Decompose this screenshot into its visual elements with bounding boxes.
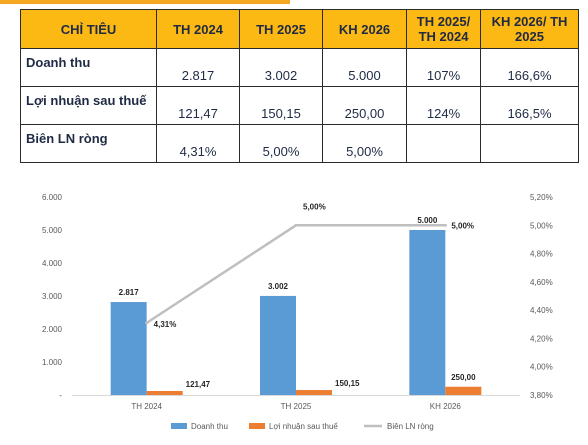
header-th-2024: TH 2024	[156, 9, 240, 49]
kpi-table: CHỈ TIÊU TH 2024 TH 2025 KH 2026 TH 2025…	[20, 9, 579, 163]
table-cell: 5,00%	[322, 124, 407, 163]
line-point-bien-ln-rong	[145, 321, 149, 325]
data-label-loi-nhuan: 150,15	[335, 379, 360, 388]
header-indicator: CHỈ TIÊU	[20, 9, 157, 49]
data-label-doanh-thu: 3.002	[268, 282, 289, 291]
x-tick-label: KH 2026	[430, 402, 462, 411]
legend-swatch	[171, 423, 187, 429]
data-label-loi-nhuan: 121,47	[186, 380, 211, 389]
combo-chart: - 1.000 2.000 3.000 4.000 5.000 6.000 3,80% 4,00…	[42, 193, 553, 431]
x-tick-label: TH 2024	[131, 402, 162, 411]
y2-tick-label: 4,80%	[530, 250, 553, 259]
data-label-doanh-thu: 2.817	[119, 288, 140, 297]
table-cell: 3.002	[239, 48, 323, 87]
data-label-loi-nhuan: 250,00	[451, 373, 476, 382]
y-tick-label: 2.000	[42, 325, 63, 334]
row-label: Doanh thu	[20, 48, 157, 87]
table-cell: 107%	[406, 48, 481, 87]
y2-tick-label: 4,20%	[530, 334, 553, 343]
y2-tick-label: 4,60%	[530, 278, 553, 287]
x-tick-label: TH 2025	[281, 402, 312, 411]
header-kh-2026: KH 2026	[322, 9, 407, 49]
y2-tick-label: 5,20%	[530, 193, 553, 202]
data-label-bien-ln-rong: 5,00%	[451, 221, 474, 230]
bar-doanh-thu	[260, 295, 296, 395]
y-tick-label: 5.000	[42, 226, 63, 235]
table-row: Biên LN ròng 4,31% 5,00% 5,00%	[20, 124, 579, 163]
table-row: Lợi nhuận sau thuế 121,47 150,15 250,00 …	[20, 86, 579, 125]
table-cell: 121,47	[156, 86, 240, 125]
accent-line	[0, 0, 290, 4]
y-tick-label: -	[59, 391, 62, 400]
table-cell: 4,31%	[156, 124, 240, 163]
row-label: Lợi nhuận sau thuế	[20, 86, 157, 125]
line-point-bien-ln-rong	[443, 223, 447, 227]
y2-tick-label: 5,00%	[530, 221, 553, 230]
header-growth-2026: KH 2026/ TH 2025	[480, 9, 579, 49]
table-cell	[406, 124, 481, 163]
bar-loi-nhuan	[146, 390, 183, 395]
y2-tick-label: 4,00%	[530, 363, 553, 372]
bar-doanh-thu	[110, 302, 147, 395]
bar-loi-nhuan	[296, 390, 332, 395]
bar-doanh-thu	[409, 230, 446, 395]
legend-label: Doanh thu	[191, 422, 228, 431]
y-tick-label: 1.000	[42, 358, 63, 367]
row-label: Biên LN ròng	[20, 124, 157, 163]
y-tick-label: 3.000	[42, 292, 63, 301]
bar-loi-nhuan	[445, 386, 482, 395]
table-header-row: CHỈ TIÊU TH 2024 TH 2025 KH 2026 TH 2025…	[20, 9, 579, 49]
table-cell: 124%	[406, 86, 481, 125]
data-label-doanh-thu: 5.000	[417, 216, 438, 225]
table-cell: 5,00%	[239, 124, 323, 163]
table-cell: 2.817	[156, 48, 240, 87]
table-cell: 5.000	[322, 48, 407, 87]
legend-label: Lợi nhuận sau thuế	[269, 422, 338, 431]
table-cell	[480, 124, 579, 163]
line-point-bien-ln-rong	[294, 223, 298, 227]
table-cell: 250,00	[322, 86, 407, 125]
y-tick-label: 4.000	[42, 259, 63, 268]
y2-tick-label: 4,40%	[530, 306, 553, 315]
y2-tick-label: 3,80%	[530, 391, 553, 400]
legend-swatch	[249, 423, 265, 429]
legend-label: Biên LN ròng	[387, 422, 434, 431]
data-label-bien-ln-rong: 4,31%	[154, 320, 177, 329]
table-cell: 166,5%	[480, 86, 579, 125]
table-cell: 166,6%	[480, 48, 579, 87]
header-th-2025: TH 2025	[239, 9, 323, 49]
table-row: Doanh thu 2.817 3.002 5.000 107% 166,6%	[20, 48, 579, 87]
table-cell: 150,15	[239, 86, 323, 125]
header-growth-2025: TH 2025/ TH 2024	[406, 9, 481, 49]
data-label-bien-ln-rong: 5,00%	[303, 202, 326, 211]
y-tick-label: 6.000	[42, 193, 63, 202]
